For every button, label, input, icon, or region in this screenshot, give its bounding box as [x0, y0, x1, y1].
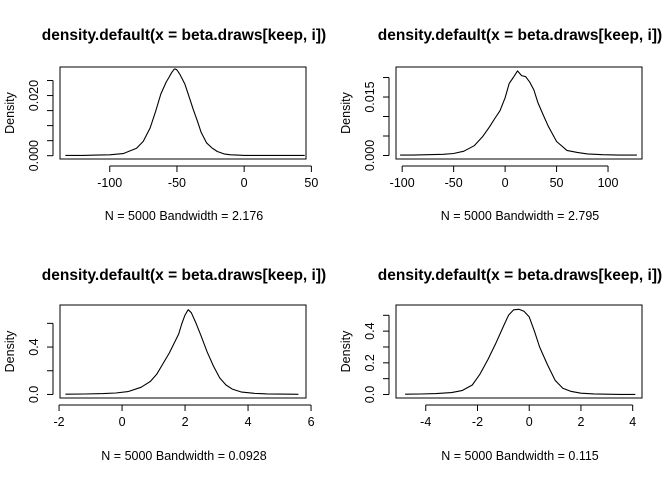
panel-title: density.default(x = beta.draws[keep, i]) — [378, 267, 662, 284]
panel-title: density.default(x = beta.draws[keep, i]) — [42, 267, 326, 284]
plot-frame — [59, 66, 307, 160]
density-panel-2: density.default(x = beta.draws[keep, i])… — [339, 27, 662, 223]
y-tick-label: 0.0 — [27, 386, 41, 403]
panel-title: density.default(x = beta.draws[keep, i]) — [378, 27, 662, 44]
y-axis-label: Density — [3, 91, 17, 133]
x-tick-label: -50 — [168, 176, 186, 190]
y-tick-label: 0.000 — [27, 140, 41, 171]
x-axis-label: N = 5000 Bandwidth = 0.115 — [441, 449, 599, 463]
x-tick-label: 0 — [526, 415, 533, 429]
plot-frame — [59, 304, 307, 399]
y-tick-label: 0.015 — [363, 81, 377, 112]
y-tick-label: 0.4 — [27, 338, 41, 355]
x-axis-label: N = 5000 Bandwidth = 0.0928 — [101, 449, 266, 463]
x-tick-label: 0 — [502, 176, 509, 190]
x-axis-label: N = 5000 Bandwidth = 2.795 — [441, 209, 600, 223]
x-tick-label: -4 — [420, 415, 431, 429]
x-tick-label: 0 — [119, 415, 126, 429]
y-tick-label: 0.4 — [363, 322, 377, 339]
x-axis-label: N = 5000 Bandwidth = 2.176 — [105, 209, 264, 223]
x-tick-label: 6 — [308, 415, 315, 429]
x-tick-label: 2 — [577, 415, 584, 429]
x-tick-label: -100 — [97, 176, 122, 190]
x-tick-label: 2 — [182, 415, 189, 429]
x-tick-label: -2 — [472, 415, 483, 429]
density-panel-3: density.default(x = beta.draws[keep, i])… — [3, 267, 326, 463]
x-tick-label: 50 — [550, 176, 564, 190]
density-curve — [400, 70, 637, 156]
y-axis-label: Density — [339, 330, 353, 372]
density-curve — [65, 309, 299, 395]
x-tick-label: -100 — [390, 176, 415, 190]
y-tick-label: 0.2 — [363, 354, 377, 371]
plot-frame — [395, 66, 643, 160]
panel-title: density.default(x = beta.draws[keep, i]) — [42, 27, 326, 44]
x-tick-label: 4 — [629, 415, 636, 429]
y-tick-label: 0.000 — [363, 140, 377, 171]
density-curve — [405, 308, 636, 395]
density-curve — [65, 68, 305, 156]
x-tick-label: 50 — [304, 176, 318, 190]
plot-frame — [395, 304, 643, 399]
y-axis-label: Density — [339, 91, 353, 133]
y-tick-label: 0.0 — [363, 386, 377, 403]
y-tick-label: 0.020 — [27, 80, 41, 111]
x-tick-label: 100 — [598, 176, 619, 190]
x-tick-label: -50 — [445, 176, 463, 190]
x-tick-label: -2 — [53, 415, 64, 429]
density-panel-1: density.default(x = beta.draws[keep, i])… — [3, 27, 326, 223]
y-axis-label: Density — [3, 330, 17, 372]
x-tick-label: 4 — [245, 415, 252, 429]
density-panel-4: density.default(x = beta.draws[keep, i])… — [339, 267, 662, 463]
x-tick-label: 0 — [241, 176, 248, 190]
